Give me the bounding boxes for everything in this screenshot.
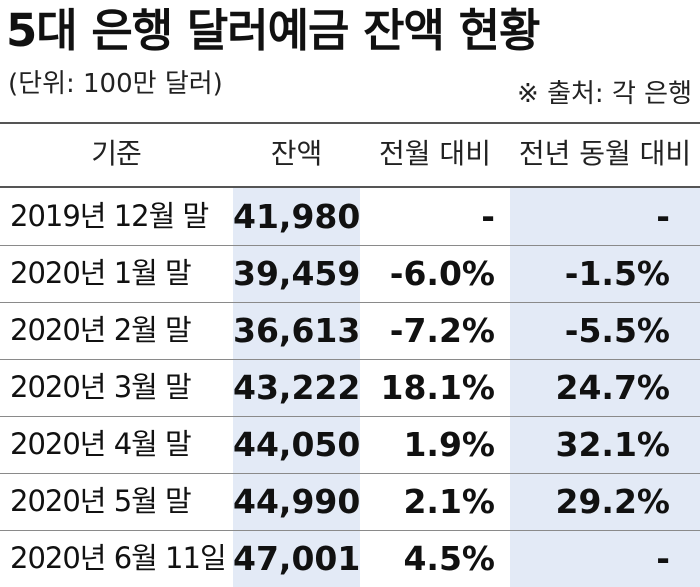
table-row: 2020년 1월 말 39,459 -6.0% -1.5% bbox=[0, 245, 700, 302]
balance-cell: 41,980 bbox=[233, 197, 361, 236]
balance-cell: 36,613 bbox=[233, 311, 361, 350]
yoy-cell: 29.2% bbox=[555, 482, 671, 521]
header-yoy: 전년 동월 대비 bbox=[518, 137, 692, 170]
balance-cell: 44,050 bbox=[233, 425, 361, 464]
date-cell: 2019년 12월 말 bbox=[10, 199, 209, 233]
balance-cell: 43,222 bbox=[233, 368, 361, 407]
balance-column-highlight bbox=[233, 188, 360, 587]
unit-label: (단위: 100만 달러) bbox=[8, 69, 223, 99]
source-label: ※ 출처: 각 은행 bbox=[517, 79, 692, 109]
yoy-cell: -5.5% bbox=[564, 311, 670, 350]
header-bottom-rule bbox=[0, 186, 700, 188]
table-row: 2020년 5월 말 44,990 2.1% 29.2% bbox=[0, 473, 700, 530]
yoy-cell: - bbox=[656, 539, 670, 578]
row-divider bbox=[0, 302, 700, 303]
balance-cell: 44,990 bbox=[233, 482, 361, 521]
yoy-cell: - bbox=[656, 197, 670, 236]
yoy-cell: 24.7% bbox=[555, 368, 671, 407]
date-cell: 2020년 4월 말 bbox=[10, 427, 192, 461]
yoy-cell: -1.5% bbox=[564, 254, 670, 293]
header-date: 기준 bbox=[91, 137, 142, 170]
table-row: 2020년 6월 11일 47,001 4.5% - bbox=[0, 530, 700, 587]
mom-cell: -7.2% bbox=[389, 311, 495, 350]
row-divider bbox=[0, 245, 700, 246]
table-row: 2020년 3월 말 43,222 18.1% 24.7% bbox=[0, 359, 700, 416]
mom-cell: 4.5% bbox=[403, 539, 495, 578]
data-table: 기준 잔액 전월 대비 전년 동월 대비 2019년 12월 말 41,980 - -… bbox=[0, 122, 700, 587]
date-cell: 2020년 6월 11일 bbox=[10, 541, 227, 575]
chart-title: 5대 은행 달러예금 잔액 현황 bbox=[6, 4, 540, 57]
yoy-cell: 32.1% bbox=[555, 425, 671, 464]
yoy-column-highlight bbox=[510, 188, 700, 587]
row-divider bbox=[0, 359, 700, 360]
date-cell: 2020년 3월 말 bbox=[10, 370, 192, 404]
mom-cell: -6.0% bbox=[389, 254, 495, 293]
table-row: 2019년 12월 말 41,980 - - bbox=[0, 188, 700, 245]
mom-cell: 2.1% bbox=[403, 482, 495, 521]
header-mom: 전월 대비 bbox=[379, 137, 491, 170]
table-row: 2020년 2월 말 36,613 -7.2% -5.5% bbox=[0, 302, 700, 359]
table-row: 2020년 4월 말 44,050 1.9% 32.1% bbox=[0, 416, 700, 473]
header-balance: 잔액 bbox=[270, 137, 323, 170]
mom-cell: 18.1% bbox=[380, 368, 496, 407]
mom-cell: 1.9% bbox=[403, 425, 495, 464]
row-divider bbox=[0, 530, 700, 531]
table-header-row: 기준 잔액 전월 대비 전년 동월 대비 bbox=[0, 122, 700, 179]
row-divider bbox=[0, 416, 700, 417]
date-cell: 2020년 5월 말 bbox=[10, 484, 192, 518]
date-cell: 2020년 2월 말 bbox=[10, 313, 192, 347]
table-top-rule bbox=[0, 122, 700, 124]
mom-cell: - bbox=[481, 197, 495, 236]
date-cell: 2020년 1월 말 bbox=[10, 256, 192, 290]
balance-cell: 39,459 bbox=[233, 254, 361, 293]
balance-cell: 47,001 bbox=[233, 539, 361, 578]
row-divider bbox=[0, 473, 700, 474]
